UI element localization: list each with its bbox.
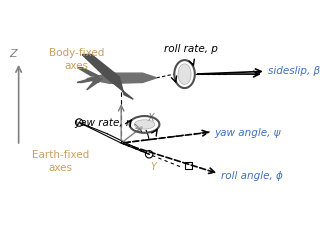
Polygon shape — [82, 55, 119, 77]
Text: X: X — [147, 113, 154, 123]
Text: Earth-fixed
axes: Earth-fixed axes — [32, 150, 89, 173]
Polygon shape — [87, 79, 102, 90]
Ellipse shape — [178, 64, 191, 84]
Text: Z: Z — [9, 49, 17, 59]
Ellipse shape — [134, 120, 155, 129]
Text: roll angle, ϕ: roll angle, ϕ — [221, 171, 283, 181]
Text: roll rate, p: roll rate, p — [164, 44, 218, 54]
Polygon shape — [105, 77, 133, 99]
Text: Y: Y — [150, 162, 156, 172]
Polygon shape — [77, 68, 99, 76]
Text: yaw rate, r: yaw rate, r — [74, 118, 131, 127]
Text: sideslip, β: sideslip, β — [267, 66, 320, 76]
Text: yaw angle, ψ: yaw angle, ψ — [214, 128, 281, 138]
Polygon shape — [87, 73, 157, 83]
Polygon shape — [77, 76, 99, 82]
Text: Body-fixed
axes: Body-fixed axes — [49, 48, 104, 71]
